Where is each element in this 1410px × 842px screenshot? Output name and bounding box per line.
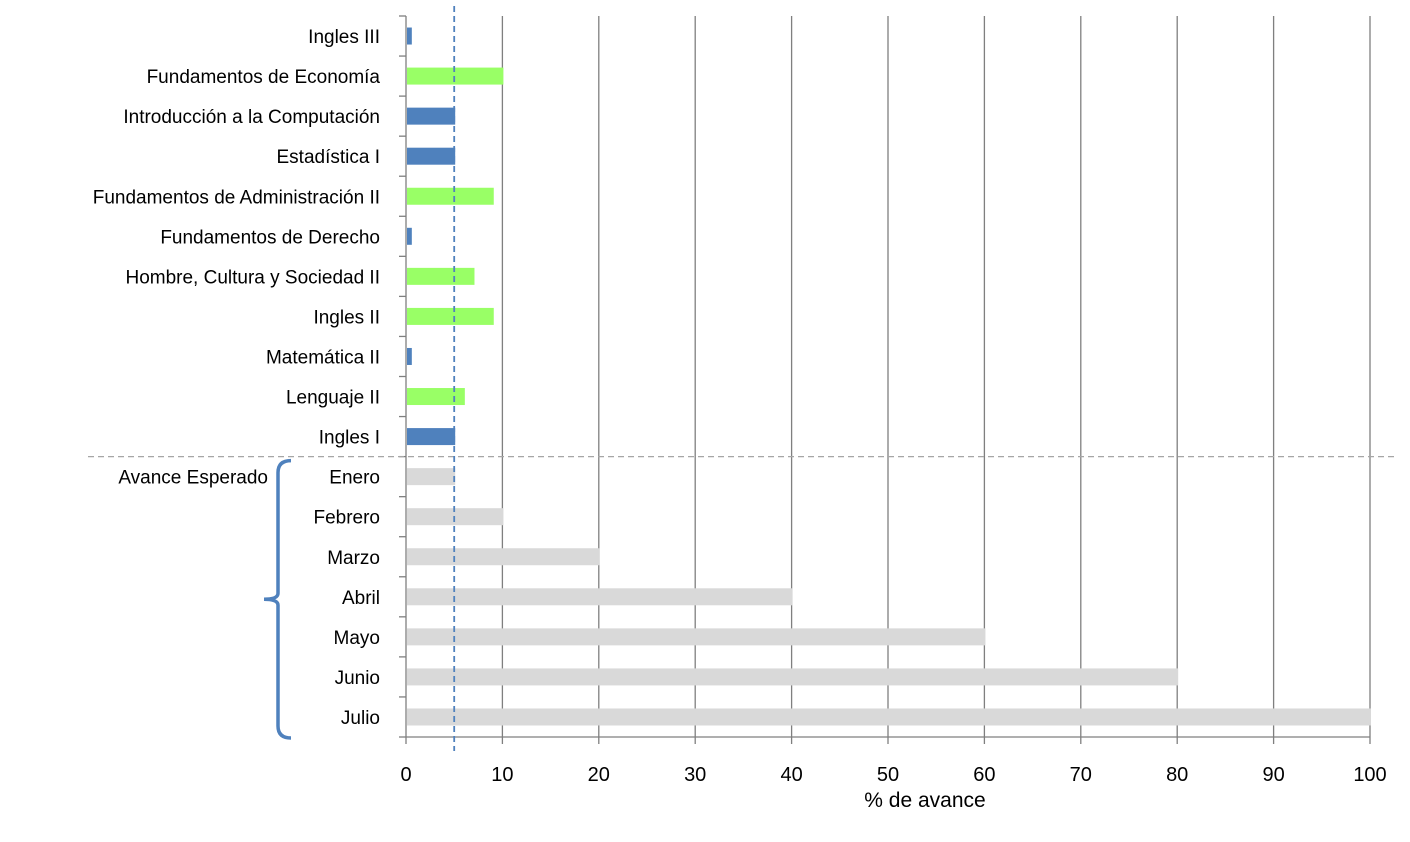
tick-labels: 0 10 20 30 40 50 60 70 80 90 100 bbox=[400, 764, 1386, 786]
bar bbox=[407, 668, 1179, 686]
bar bbox=[407, 388, 465, 406]
bar bbox=[407, 468, 456, 486]
x-tick-label: 70 bbox=[1070, 764, 1092, 786]
category-label: Julio bbox=[341, 708, 380, 729]
category-label: Fundamentos de Administración II bbox=[93, 187, 380, 208]
category-label: Febrero bbox=[313, 508, 380, 529]
bar bbox=[407, 548, 600, 566]
bar bbox=[407, 187, 494, 205]
x-tick-label: 80 bbox=[1166, 764, 1188, 786]
x-tick-label: 100 bbox=[1353, 764, 1386, 786]
x-tick-label: 20 bbox=[588, 764, 610, 786]
x-axis-title: % de avance bbox=[864, 789, 985, 812]
x-tick-label: 90 bbox=[1262, 764, 1284, 786]
category-label: Hombre, Cultura y Sociedad II bbox=[125, 267, 380, 288]
bar bbox=[407, 307, 494, 325]
bar bbox=[407, 107, 456, 125]
x-tick-label: 10 bbox=[491, 764, 513, 786]
x-tick-label: 60 bbox=[973, 764, 995, 786]
bar bbox=[407, 67, 504, 85]
category-label: Ingles I bbox=[319, 428, 380, 449]
group-bracket-label: Avance Esperado bbox=[118, 468, 268, 489]
category-label: Fundamentos de Derecho bbox=[160, 227, 380, 248]
bar bbox=[407, 588, 793, 606]
category-label: Enero bbox=[329, 468, 380, 489]
category-label: Ingles III bbox=[308, 27, 380, 48]
category-label: Abril bbox=[342, 588, 380, 609]
bars bbox=[407, 27, 1371, 726]
bar bbox=[407, 428, 456, 446]
bar bbox=[407, 708, 1371, 726]
category-labels: Ingles III Fundamentos de Economía Introdu… bbox=[93, 27, 381, 729]
bar bbox=[407, 347, 412, 365]
category-label: Junio bbox=[335, 668, 380, 689]
category-label: Marzo bbox=[327, 548, 380, 569]
group-bracket bbox=[263, 458, 292, 740]
axes bbox=[399, 15, 1371, 744]
bar bbox=[407, 227, 412, 245]
category-label: Fundamentos de Economía bbox=[147, 67, 381, 88]
category-label: Estadística I bbox=[277, 147, 381, 168]
category-label: Matemática II bbox=[266, 347, 380, 368]
x-tick-label: 40 bbox=[780, 764, 802, 786]
bar bbox=[407, 628, 986, 646]
bar bbox=[407, 267, 475, 285]
category-label: Mayo bbox=[334, 628, 380, 649]
gridlines bbox=[501, 16, 1371, 737]
x-tick-label: 0 bbox=[400, 764, 411, 786]
bar bbox=[407, 27, 412, 45]
category-label: Lenguaje II bbox=[286, 388, 380, 409]
bar bbox=[407, 508, 504, 526]
x-tick-label: 30 bbox=[684, 764, 706, 786]
bar bbox=[407, 147, 456, 165]
category-label: Ingles II bbox=[313, 307, 380, 328]
category-label: Introducción a la Computación bbox=[123, 107, 380, 128]
x-tick-label: 50 bbox=[877, 764, 899, 786]
annotations: Avance Esperado bbox=[88, 6, 1395, 751]
